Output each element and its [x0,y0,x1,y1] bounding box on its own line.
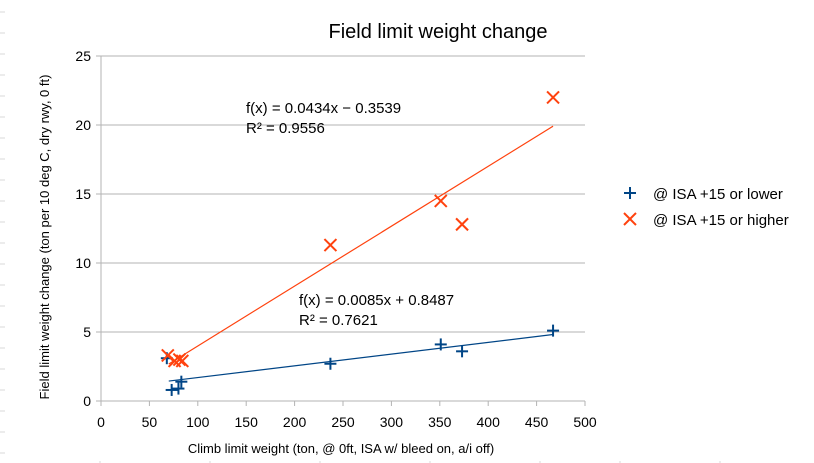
trendline-series-1 [168,125,554,365]
data-point-series-0 [324,357,337,370]
legend-marker-glyph [624,187,636,199]
trendline-r2-higher: R² = 0.9556 [246,120,325,137]
legend-marker-lower [624,187,636,199]
data-point-series-0 [434,338,447,351]
trendline-series-0 [168,333,554,382]
legend-label-lower: @ ISA +15 or lower [653,186,783,203]
x-tick-label: 250 [331,414,355,430]
x-tick-label: 50 [142,414,158,430]
chart-title: Field limit weight change [329,21,548,43]
x-tick-label: 400 [477,414,501,430]
x-tick-label: 350 [428,414,452,430]
data-point-series-0 [165,383,178,396]
y-tick-label: 20 [75,117,91,133]
y-tick-label: 5 [83,324,91,340]
trendline-equation-lower: f(x) = 0.0085x + 0.8487 [299,292,454,309]
x-tick-label: 0 [97,414,105,430]
data-point-series-1 [172,352,187,367]
y-axis-title: Field limit weight change (ton per 10 de… [37,75,52,400]
data-point-series-0 [175,375,188,388]
legend-marker-higher [623,212,637,226]
x-tick-label: 500 [573,414,597,430]
y-tick-label: 10 [75,255,91,271]
legend-label-higher: @ ISA +15 or higher [653,212,789,229]
left-margin-dashes [0,11,5,454]
trendline-equation-higher: f(x) = 0.0434x − 0.3539 [246,100,401,117]
x-tick-labels: 0 50 100 150 200 250 300 350 400 450 500 [97,414,597,430]
y-tick-label: 25 [75,48,91,64]
data-point-series-1 [455,217,469,232]
y-tick-label: 15 [75,186,91,202]
data-point-series-0 [456,345,469,358]
x-tick-label: 200 [283,414,307,430]
trendlines [168,125,554,382]
legend-marker-glyph [623,212,637,226]
data-point-series-1 [546,90,560,105]
x-tick-label: 450 [525,414,549,430]
x-axis-title: Climb limit weight (ton, @ 0ft, ISA w/ b… [188,441,494,456]
data-point-series-1 [175,354,190,368]
x-tick-label: 100 [186,414,210,430]
data-point-series-0 [547,324,560,337]
x-tick-label: 300 [380,414,404,430]
data-points [160,90,560,396]
y-tick-labels: 0 5 10 15 20 25 [75,48,91,409]
data-point-series-1 [323,238,338,252]
data-point-series-0 [172,382,185,395]
legend: @ ISA +15 or lower @ ISA +15 or higher [623,186,789,229]
trendline-r2-lower: R² = 0.7621 [299,312,378,329]
axes [100,56,586,406]
data-point-series-1 [434,194,448,208]
x-tick-label: 150 [235,414,259,430]
y-tick-label: 0 [83,393,91,409]
